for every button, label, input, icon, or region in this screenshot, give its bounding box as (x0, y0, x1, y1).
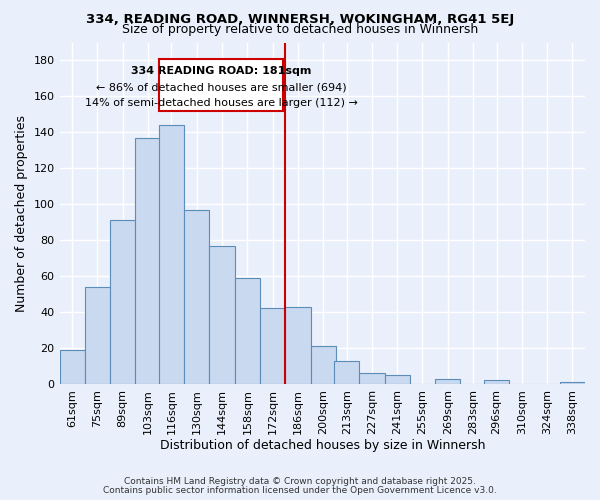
Bar (136, 138, 161, 384)
Bar (184, 210, 209, 384)
Bar (359, 373, 385, 384)
Text: Size of property relative to detached houses in Winnersh: Size of property relative to detached ho… (122, 22, 478, 36)
Bar (235, 278, 260, 384)
Text: Contains HM Land Registry data © Crown copyright and database right 2025.: Contains HM Land Registry data © Crown c… (124, 477, 476, 486)
Bar (560, 382, 585, 384)
Bar (435, 378, 460, 384)
Bar (285, 306, 311, 384)
FancyBboxPatch shape (159, 58, 283, 111)
Bar (385, 375, 410, 384)
X-axis label: Distribution of detached houses by size in Winnersh: Distribution of detached houses by size … (160, 440, 485, 452)
Text: Contains public sector information licensed under the Open Government Licence v3: Contains public sector information licen… (103, 486, 497, 495)
Text: 14% of semi-detached houses are larger (112) →: 14% of semi-detached houses are larger (… (85, 98, 358, 108)
Bar (59, 350, 85, 384)
Bar (110, 220, 136, 384)
Bar (311, 346, 336, 384)
Bar (85, 287, 110, 384)
Bar (334, 360, 359, 384)
Bar (209, 246, 235, 384)
Y-axis label: Number of detached properties: Number of detached properties (15, 114, 28, 312)
Text: ← 86% of detached houses are smaller (694): ← 86% of detached houses are smaller (69… (96, 82, 346, 92)
Text: 334 READING ROAD: 181sqm: 334 READING ROAD: 181sqm (131, 66, 311, 76)
Bar (260, 308, 285, 384)
Text: 334, READING ROAD, WINNERSH, WOKINGHAM, RG41 5EJ: 334, READING ROAD, WINNERSH, WOKINGHAM, … (86, 12, 514, 26)
Bar (484, 380, 509, 384)
Bar (159, 125, 184, 384)
